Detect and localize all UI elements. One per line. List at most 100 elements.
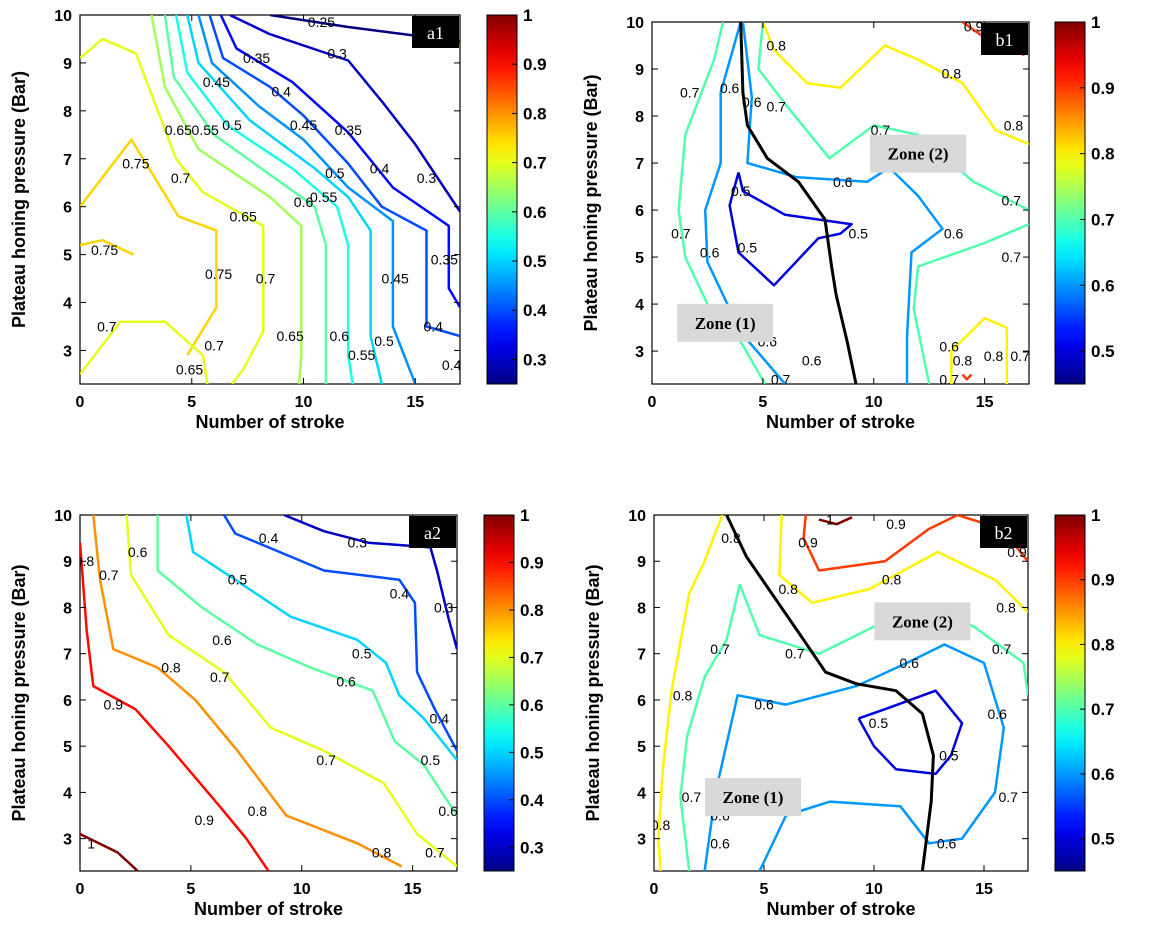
contour-label: 0.6: [939, 338, 959, 354]
contour-label: 0.8: [882, 572, 902, 588]
contour-label: 0.6: [944, 226, 964, 242]
contour-label: 1: [87, 835, 95, 851]
contour-label: 0.6: [700, 244, 720, 260]
x-tick-label: 5: [187, 394, 196, 411]
colorbar-tick-label: 0.3: [523, 350, 547, 369]
y-tick-label: 7: [63, 647, 72, 664]
contour-line-0.4: [223, 515, 457, 752]
contour-line-0.75: [80, 138, 218, 356]
zone-box: [705, 778, 801, 817]
x-tick-label: 15: [975, 881, 993, 898]
x-axis-label: Number of stroke: [766, 899, 915, 919]
colorbar-tick-label: 0.9: [520, 553, 544, 572]
contour-label: 0.35: [431, 251, 458, 267]
contour-label: 0.7: [204, 338, 224, 354]
contour-label: 0.45: [290, 117, 317, 133]
contour-label: 0.8: [161, 660, 181, 676]
contour-label: 0.7: [680, 85, 700, 101]
colorbar-tick-label: 0.7: [523, 154, 547, 173]
colorbar-tick-label: 0.8: [523, 104, 547, 123]
contour-label: 0.8: [778, 581, 798, 597]
zone-label: Zone (2): [892, 612, 953, 631]
colorbar-tick-label: 0.5: [520, 743, 544, 762]
contour-line-0.7: [912, 223, 1029, 384]
contour-line-0.8: [950, 316, 1009, 384]
contour-label: 0.55: [310, 189, 337, 205]
colorbar-tick-label: 0.6: [520, 696, 544, 715]
plot-area: [79, 14, 461, 385]
colorbar-tick-label: 0.7: [1091, 210, 1115, 229]
contour-line-1: [80, 832, 139, 871]
contour-label: 0.4: [370, 160, 390, 176]
x-tick-label: 15: [976, 394, 994, 411]
colorbar-tick-label: 0.8: [520, 601, 544, 620]
contour-line-0.7: [679, 584, 742, 871]
contour-line-0.35: [219, 15, 460, 308]
contour-label: 0.6: [833, 174, 853, 190]
y-tick-label: 6: [63, 200, 72, 217]
contour-line-0.5: [857, 689, 964, 776]
contour-label: 0.7: [682, 789, 702, 805]
contour-label: 0.65: [276, 328, 303, 344]
y-tick-label: 6: [63, 693, 72, 710]
contour-label: 0.4: [430, 710, 450, 726]
contour-label: 0.6: [336, 673, 356, 689]
y-tick-label: 10: [626, 15, 644, 32]
contour-label: 0.6: [987, 706, 1007, 722]
contour-label: 0.55: [348, 347, 375, 363]
x-tick-label: 15: [404, 881, 422, 898]
contour-label: 0.7: [710, 641, 730, 657]
contour-label: 0.8: [721, 530, 741, 546]
x-tick-label: 10: [293, 881, 311, 898]
panel-tag-label: a1: [427, 23, 444, 43]
colorbar-tick-label: 0.6: [1091, 276, 1115, 295]
contour-label: 0.4: [423, 318, 443, 334]
contour-line-0.3: [229, 15, 460, 213]
contour-label: 0.5: [228, 572, 248, 588]
y-tick-label: 3: [63, 832, 72, 849]
contour-label: 0.7: [871, 122, 891, 138]
y-tick-label: 5: [635, 250, 644, 267]
panel-tag: [981, 23, 1028, 55]
x-axis-label: Number of stroke: [766, 412, 915, 432]
colorbar-tick-label: 0.3: [520, 838, 544, 857]
contour-label: 0.4: [390, 586, 410, 602]
contour-label: 0.5: [222, 117, 242, 133]
panel-tag: [980, 516, 1027, 548]
contour-label: 0.7: [171, 170, 191, 186]
colorbar-tick-label: 0.6: [523, 203, 547, 222]
colorbar-tick-label: 0.9: [1091, 79, 1115, 98]
contour-line-0.7: [80, 37, 265, 384]
zone-label: Zone (1): [723, 788, 784, 807]
colorbar-tick-label: 0.5: [523, 252, 547, 271]
colorbar: [1054, 514, 1086, 872]
contour-label: 0.6: [742, 94, 762, 110]
panel-b2: 1 0.9 0.9 0.8 0.8 0.8 0.9 0.8 0.7 0.7 0.6 0.7 0.8 0.6…: [583, 506, 1115, 919]
contour-label: 0.65: [165, 122, 192, 138]
contour-label: 0.7: [766, 99, 786, 115]
contour-line-0.4: [208, 15, 460, 338]
contour-line-0.7: [757, 22, 1029, 212]
contour-line-0.45: [197, 15, 417, 384]
contour-line-0.6: [703, 643, 1006, 871]
y-axis-label: Plateau honing pressure (Bar): [9, 71, 29, 328]
contour-label: 0.6: [212, 632, 232, 648]
panel-tag: [412, 16, 459, 48]
panel-tag-label: b2: [995, 523, 1013, 543]
contour-label: 0.9: [964, 19, 984, 35]
y-tick-label: 9: [635, 62, 644, 79]
contour-label: 0.6: [899, 655, 919, 671]
y-tick-label: 5: [637, 739, 646, 756]
contour-label: 0.9: [886, 516, 906, 532]
contour-label: 0.7: [99, 567, 119, 583]
contour-label: 0.8: [75, 553, 95, 569]
contour-line-0.6: [703, 22, 787, 384]
colorbar-tick-label: 1: [523, 6, 532, 25]
contour-label: 0.35: [243, 50, 270, 66]
y-tick-label: 10: [54, 508, 72, 525]
y-tick-label: 7: [635, 156, 644, 173]
contour-label: 0.8: [984, 348, 1004, 364]
contour-label: 0.6: [438, 803, 458, 819]
contour-label: 0.3: [347, 535, 367, 551]
colorbar-tick-label: 0.8: [1091, 145, 1115, 164]
